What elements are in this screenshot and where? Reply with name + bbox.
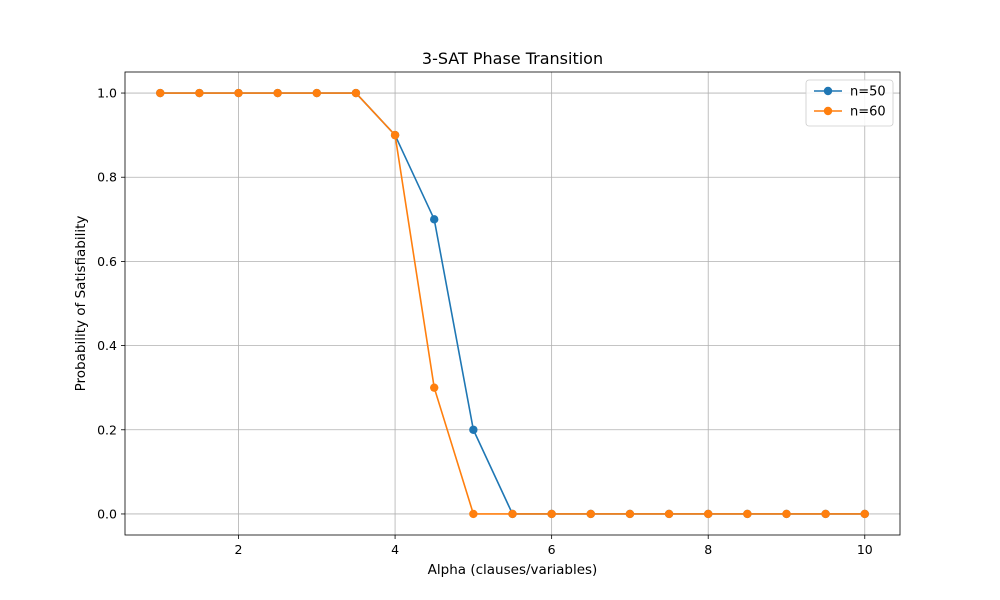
y-tick-label: 0.8: [97, 170, 117, 185]
y-axis-label: Probability of Satisfiability: [73, 216, 89, 392]
series-2-point: [390, 130, 400, 140]
legend-label-2: n=60: [850, 105, 886, 120]
series-2-point: [312, 88, 321, 98]
y-tick-label: 0.4: [97, 338, 117, 353]
series-2-point: [782, 509, 791, 519]
series-2-point: [664, 509, 674, 519]
legend-label-1: n=50: [850, 85, 886, 100]
legend-marker-2: [823, 106, 833, 116]
series-2-point: [430, 383, 439, 392]
series-2-point: [821, 509, 830, 519]
legend: n=50 n=60: [805, 79, 894, 127]
series-2-point: [351, 88, 361, 98]
y-tick-label: 1.0: [97, 86, 117, 101]
grid: [125, 72, 900, 535]
x-tick-label: 2: [235, 542, 243, 557]
series-1-point: [469, 425, 478, 434]
y-tick-label: 0.0: [97, 506, 117, 521]
x-tick-label: 10: [857, 542, 873, 557]
x-tick-label: 4: [391, 542, 399, 557]
series-2-point: [156, 88, 165, 98]
series-2-point: [704, 509, 713, 519]
series-2-point: [547, 509, 556, 519]
y-tick-label: 0.2: [97, 422, 117, 437]
series-2-point: [508, 509, 517, 519]
series-2-point: [586, 509, 595, 519]
series-2-point: [273, 88, 282, 98]
series-2-point: [234, 88, 243, 98]
axes: 2 4 6 8 10 0.0 0.2 0.4 0.6 0.8 1.0: [97, 71, 901, 557]
series-2-point: [625, 509, 635, 519]
plot-frame: [124, 71, 901, 536]
legend-marker-1: [823, 86, 833, 96]
x-tick-label: 8: [704, 542, 712, 557]
chart-title: 3-SAT Phase Transition: [422, 49, 603, 68]
plot-series: [156, 88, 869, 519]
series-2-point: [469, 509, 478, 519]
x-axis-label: Alpha (clauses/variables): [428, 562, 598, 578]
y-tick-label: 0.6: [97, 254, 117, 269]
series-2-point: [860, 509, 869, 519]
series-2-point: [195, 88, 204, 98]
series-1-point: [430, 215, 439, 224]
series-2-point: [743, 509, 752, 519]
x-tick-label: 6: [548, 542, 556, 557]
